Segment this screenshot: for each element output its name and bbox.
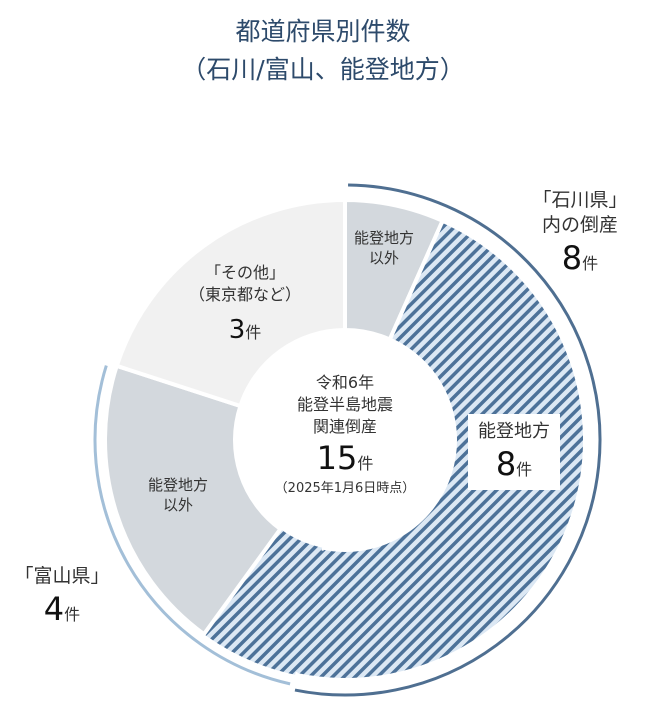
label-toyama: 「富山県」 4件 <box>14 564 109 629</box>
chart-title-line2: （石川/富山、能登地方） <box>181 55 465 84</box>
slice-2 <box>203 528 323 675</box>
label-line: 「その他」 <box>204 263 286 282</box>
label-line: （東京都など） <box>188 285 302 304</box>
center-line: 能登半島地震 <box>296 395 394 414</box>
label-unit: 件 <box>582 254 599 273</box>
label-value: 8 <box>561 239 583 277</box>
label-other: 「その他」 （東京都など） 3件 <box>189 262 301 350</box>
group-arc-1 <box>93 365 291 686</box>
label-unit: 件 <box>516 460 533 479</box>
label-line: 能登地方 <box>353 229 415 247</box>
label-line: 以外 <box>368 249 400 267</box>
label-line: 能登地方 <box>147 476 209 494</box>
center-line: 関連倒産 <box>312 417 378 436</box>
label-toyama-outside-noto: 能登地方 以外 <box>148 475 208 515</box>
center-label: 令和6年 能登半島地震 関連倒産 15件 （2025年1月6日時点） <box>275 372 416 500</box>
label-noto: 能登地方 8件 <box>468 414 560 490</box>
label-value: 3 <box>228 315 246 345</box>
label-unit: 件 <box>245 323 262 342</box>
slice-joint <box>293 550 324 673</box>
label-line: 「石川県」 <box>532 189 628 211</box>
group-arc-0 <box>294 183 602 697</box>
center-note: （2025年1月6日時点） <box>274 481 416 496</box>
center-total: 15 <box>316 439 358 477</box>
label-line: 内の倒産 <box>541 214 619 236</box>
center-unit: 件 <box>357 454 374 473</box>
center-line: 令和6年 <box>315 373 375 392</box>
label-line: 「富山県」 <box>14 565 110 587</box>
label-line: 以外 <box>162 496 194 514</box>
slice-3 <box>103 363 284 637</box>
label-ishikawa: 「石川県」 内の倒産 8件 <box>532 188 627 278</box>
label-line: 能登地方 <box>478 421 550 442</box>
label-value: 8 <box>495 445 517 483</box>
label-value: 4 <box>43 590 65 628</box>
chart-title-line1: 都道府県別件数 <box>235 17 411 46</box>
slice-1 <box>292 218 587 682</box>
label-ishikawa-outside-noto: 能登地方 以外 <box>354 228 414 268</box>
label-unit: 件 <box>64 605 81 624</box>
slice-4 <box>114 197 347 409</box>
